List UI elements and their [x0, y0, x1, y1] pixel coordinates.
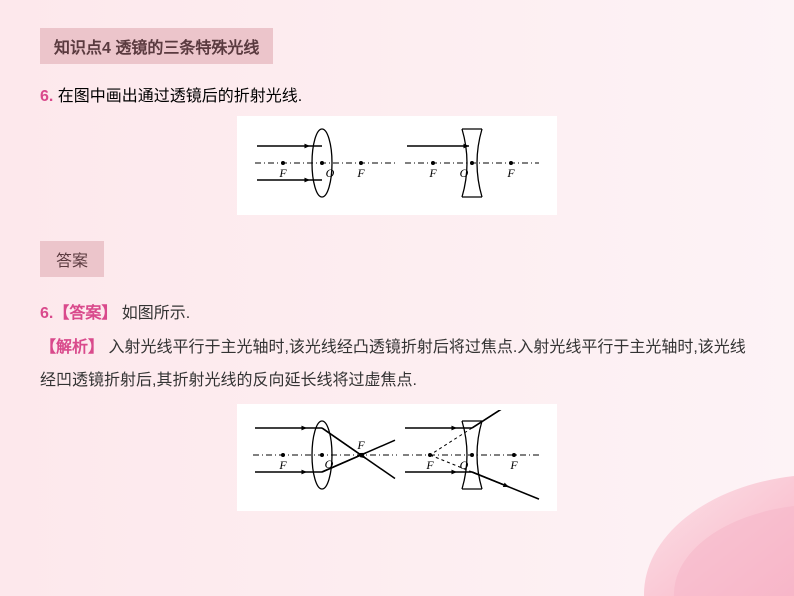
svg-text:F: F [278, 166, 287, 180]
analysis-text: 入射光线平行于主光轴时,该光线经凸透镜折射后将过焦点.入射光线平行于主光轴时,该… [40, 339, 746, 390]
page-content: 知识点4 透镜的三条特殊光线 6. 在图中画出通过透镜后的折射光线. F O F F O… [0, 0, 794, 557]
question-text: 在图中画出通过透镜后的折射光线. [53, 88, 302, 105]
svg-text:F: F [425, 458, 434, 472]
answer-diagram: FOFFOF [237, 404, 557, 511]
svg-text:O: O [460, 458, 469, 472]
problem-diagram-wrap: FOFFOF [40, 116, 754, 215]
answer-header: 答案 [40, 241, 104, 277]
analysis-line: 【解析】 入射光线平行于主光轴时,该光线经凸透镜折射后将过焦点.入射光线平行于主… [40, 331, 754, 398]
answer-body: 6.【答案】 如图所示. 【解析】 入射光线平行于主光轴时,该光线经凸透镜折射后… [40, 297, 754, 398]
analysis-label: 【解析】 [40, 339, 104, 356]
answer-line: 6.【答案】 如图所示. [40, 297, 754, 331]
topic-label: 知识点4 透镜的三条特殊光线 [54, 40, 259, 57]
svg-text:O: O [326, 166, 335, 180]
topic-header: 知识点4 透镜的三条特殊光线 [40, 28, 273, 64]
svg-text:F: F [509, 458, 518, 472]
svg-text:F: F [428, 166, 437, 180]
question-line: 6. 在图中画出通过透镜后的折射光线. [40, 82, 754, 106]
svg-text:F: F [278, 458, 287, 472]
svg-text:F: F [506, 166, 515, 180]
svg-text:O: O [460, 166, 469, 180]
answer-number: 6. [40, 305, 53, 322]
answer-header-label: 答案 [56, 253, 88, 270]
answer-diagram-wrap: FOFFOF [40, 404, 754, 511]
problem-diagram: FOFFOF [237, 116, 557, 215]
answer-label: 【答案】 [53, 305, 117, 322]
question-number: 6. [40, 88, 53, 105]
svg-text:F: F [356, 166, 365, 180]
svg-text:F: F [356, 438, 365, 452]
answer-text: 如图所示. [117, 305, 190, 322]
